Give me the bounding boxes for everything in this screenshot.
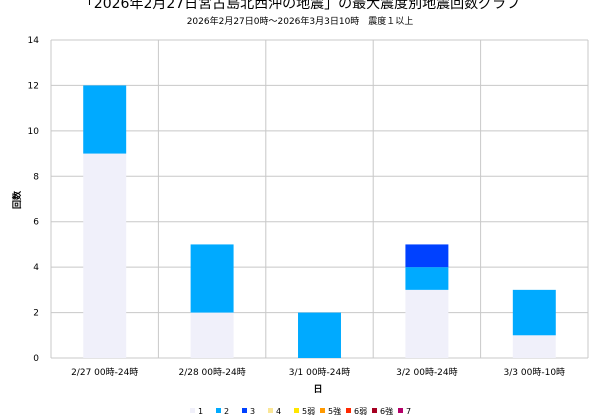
x-axis-label: 日 xyxy=(313,384,322,395)
y-tick-labels: 0 2 4 6 8 10 12 14 xyxy=(28,36,40,364)
y-tick-label: 6 xyxy=(33,218,39,228)
x-tick-label: 3/3 00時-10時 xyxy=(504,367,566,378)
x-tick-label: 2/28 00時-24時 xyxy=(178,367,245,378)
legend: 1 2 3 4 5弱 5強 6弱 6強 7 xyxy=(190,406,411,416)
legend-label: 6弱 xyxy=(354,407,367,416)
legend-swatch-5強 xyxy=(320,408,325,413)
legend-label: 3 xyxy=(250,407,255,416)
legend-swatch-3 xyxy=(242,408,247,413)
bar-segment-2 xyxy=(405,267,449,290)
legend-swatch-5弱 xyxy=(294,408,299,413)
legend-swatch-4 xyxy=(268,408,273,413)
y-tick-label: 10 xyxy=(28,127,40,137)
y-tick-label: 12 xyxy=(28,81,39,91)
bar-segment-2 xyxy=(512,289,556,336)
legend-label: 5弱 xyxy=(302,407,315,416)
bar-segment-2 xyxy=(298,312,341,358)
x-tick-label: 3/2 00時-24時 xyxy=(396,367,458,378)
bar-segment-3 xyxy=(405,244,449,268)
bar-segment-1 xyxy=(83,153,127,358)
bar-segment-1 xyxy=(512,335,556,358)
chart-title: 「2026年2月27日宮古島北西沖の地震」の最大震度別地震回数グラフ xyxy=(79,0,521,12)
y-tick-label: 8 xyxy=(33,172,39,182)
legend-label: 5強 xyxy=(328,406,341,416)
legend-label: 2 xyxy=(224,407,229,416)
bar-segment-2 xyxy=(83,85,127,154)
legend-swatch-6弱 xyxy=(346,408,351,413)
gridlines xyxy=(50,39,589,359)
legend-label: 7 xyxy=(406,407,411,416)
bar-segment-1 xyxy=(190,312,234,358)
bar-segment-1 xyxy=(405,289,449,358)
bar-segment-2 xyxy=(190,244,234,313)
legend-swatch-7 xyxy=(398,408,403,413)
legend-label: 1 xyxy=(198,407,203,416)
legend-label: 4 xyxy=(276,407,281,416)
x-tick-label: 3/1 00時-24時 xyxy=(289,367,351,378)
y-axis-label: 回数 xyxy=(11,190,23,209)
y-tick-label: 4 xyxy=(33,263,39,273)
y-tick-label: 2 xyxy=(33,309,39,319)
x-tick-labels: 2/27 00時-24時 2/28 00時-24時 3/1 00時-24時 3/2 0… xyxy=(71,367,565,378)
bars xyxy=(83,85,556,358)
y-tick-label: 14 xyxy=(28,36,40,46)
x-tick-label: 2/27 00時-24時 xyxy=(71,367,138,378)
legend-label: 6強 xyxy=(380,406,393,416)
chart-subtitle: 2026年2月27日0時～2026年3月3日10時 震度１以上 xyxy=(186,17,414,27)
y-tick-label: 0 xyxy=(33,354,39,364)
legend-swatch-6強 xyxy=(372,408,377,413)
legend-swatch-2 xyxy=(216,408,221,413)
legend-swatch-1 xyxy=(190,408,195,413)
